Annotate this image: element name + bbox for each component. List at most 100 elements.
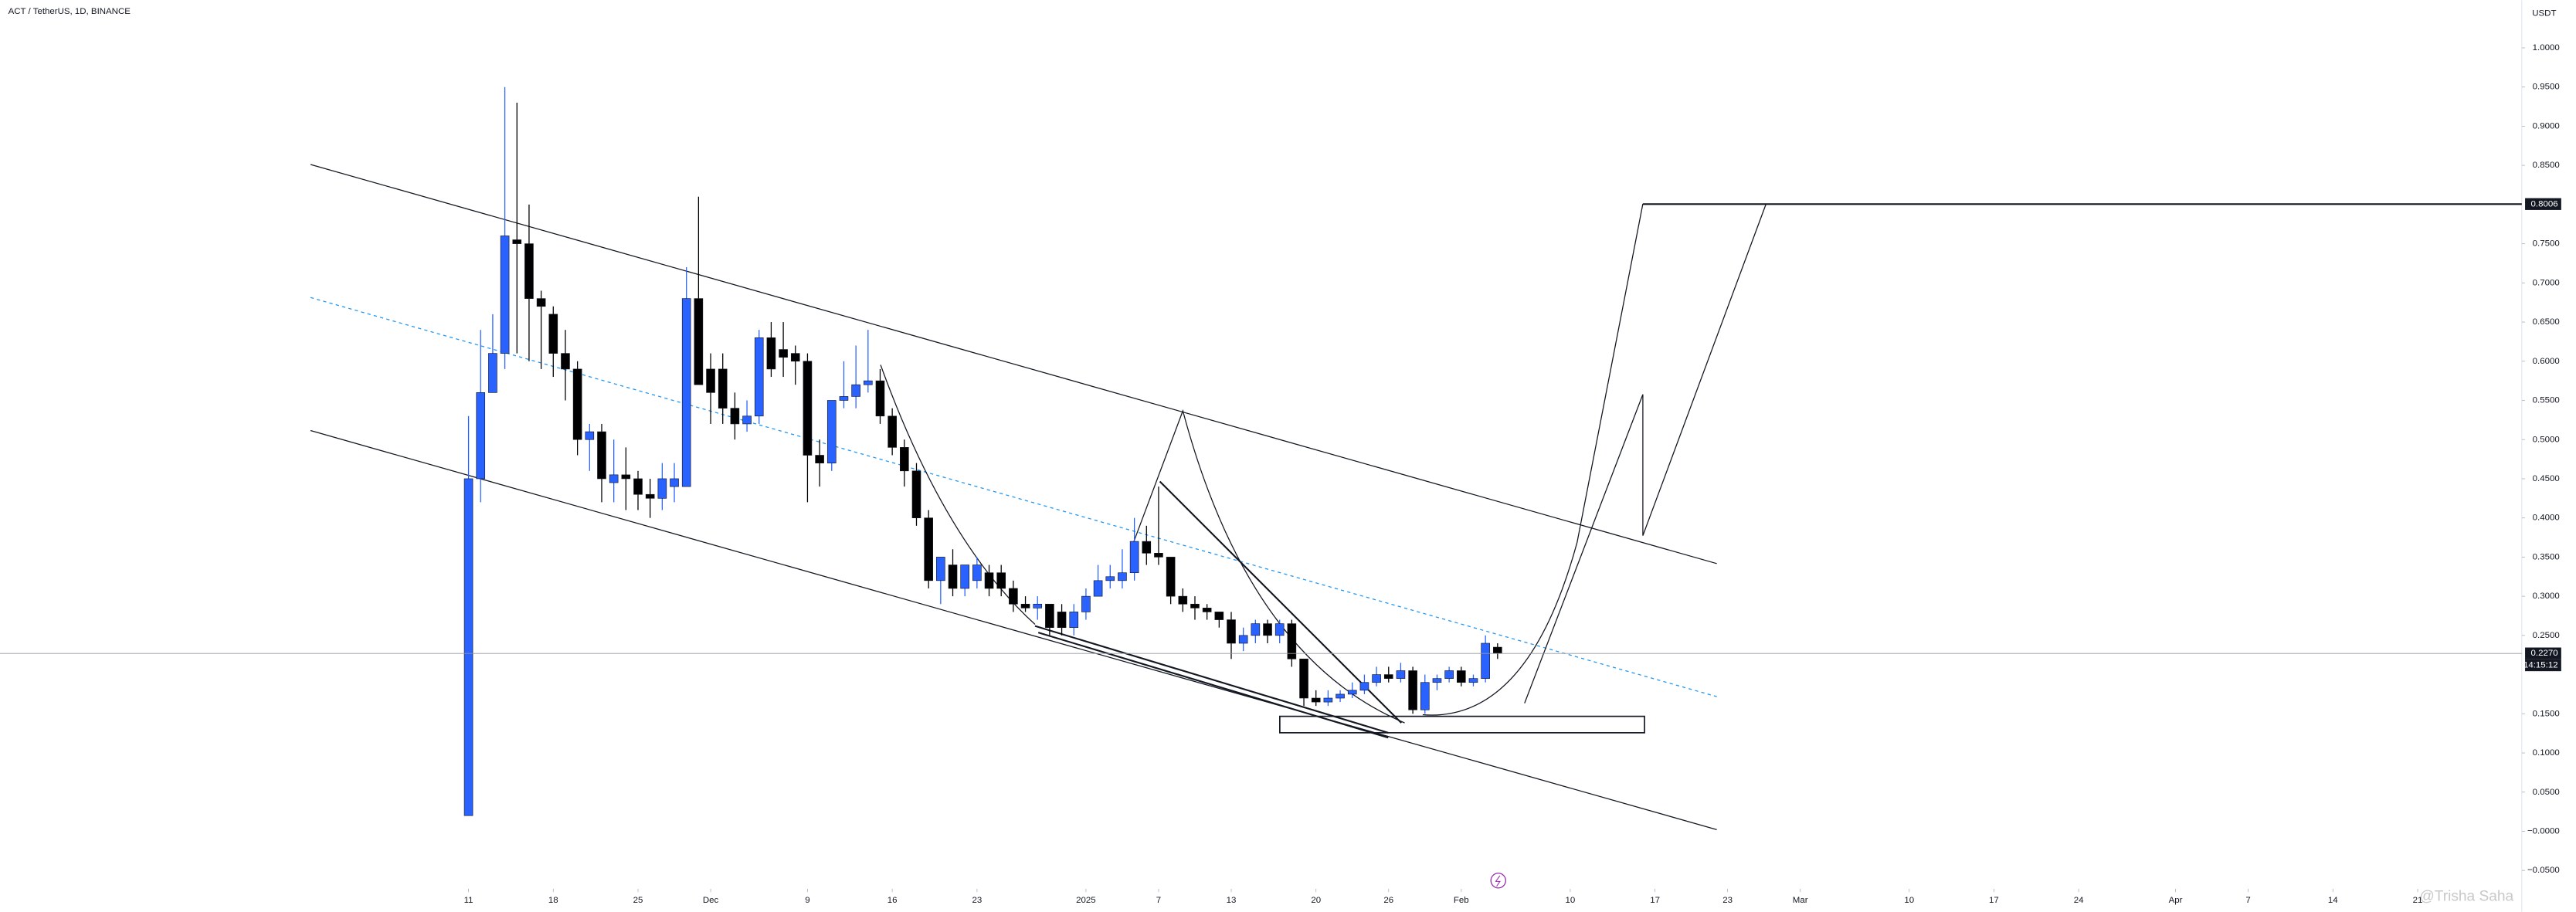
trend-line xyxy=(1034,625,1389,734)
y-tick-label: 0.9500 xyxy=(2533,83,2560,92)
candle-body xyxy=(1299,658,1308,699)
candle-body xyxy=(888,415,897,448)
candle-body xyxy=(790,353,800,362)
channel-upper xyxy=(310,164,1717,564)
candle-body xyxy=(500,236,510,354)
x-tick-label: Dec xyxy=(703,896,719,905)
candle-body xyxy=(1118,572,1127,581)
candle-body xyxy=(875,380,885,417)
trend-line xyxy=(1037,632,1389,739)
candle-body xyxy=(1227,619,1236,644)
x-tick-label: 18 xyxy=(548,896,558,905)
candle-body xyxy=(463,478,473,816)
event-icon xyxy=(1495,875,1501,887)
candle-body xyxy=(633,478,643,495)
y-tick-label: 0.1500 xyxy=(2533,709,2560,718)
candle-body xyxy=(1481,642,1490,679)
drawings xyxy=(310,164,1767,830)
x-tick-label: 25 xyxy=(633,896,643,905)
candle-body xyxy=(1142,541,1152,554)
x-tick-label: 7 xyxy=(1156,896,1161,905)
countdown-box xyxy=(2525,659,2561,672)
candle-body xyxy=(572,368,582,440)
x-tick-label: 23 xyxy=(972,896,982,905)
candle-body xyxy=(1045,603,1054,629)
candle-body xyxy=(1178,595,1188,605)
candle-body xyxy=(1336,693,1345,699)
y-tick-label: 0.8500 xyxy=(2533,161,2560,170)
candle-body xyxy=(1347,690,1357,695)
y-tick-label: −0.0500 xyxy=(2527,866,2560,875)
candle-body xyxy=(561,353,570,370)
candle-body xyxy=(1251,623,1261,636)
candle-body xyxy=(1263,623,1272,636)
x-tick-label: 7 xyxy=(2245,896,2250,905)
countdown-label: 14:15:12 xyxy=(2523,661,2558,670)
candle-body xyxy=(1190,603,1200,609)
y-tick-label: −0.0000 xyxy=(2527,827,2560,836)
y-tick-label: 0.7500 xyxy=(2533,239,2560,249)
candle-body xyxy=(1444,670,1454,679)
y-tick-label: 0.7000 xyxy=(2533,278,2560,287)
candle-body xyxy=(984,572,994,589)
candle-body xyxy=(1105,576,1115,581)
candle-body xyxy=(645,493,655,499)
candle-body xyxy=(512,239,522,244)
x-tick-label: 16 xyxy=(888,896,898,905)
candle-body xyxy=(1081,595,1091,612)
y-tick-label: 0.3500 xyxy=(2533,552,2560,561)
y-tick-label: 1.0000 xyxy=(2533,43,2560,53)
y-tick-label: 0.5000 xyxy=(2533,435,2560,444)
candle-body xyxy=(536,298,546,307)
candle-body xyxy=(996,572,1006,589)
y-tick-label: 0.4500 xyxy=(2533,474,2560,483)
candle-body xyxy=(1468,678,1478,683)
cup-curve xyxy=(1422,203,1644,716)
candle-body xyxy=(1372,674,1381,683)
candle-body xyxy=(948,564,958,589)
candle-body xyxy=(960,564,969,589)
candle-body xyxy=(1456,670,1466,683)
x-tick-label: 26 xyxy=(1383,896,1393,905)
x-tick-label: 17 xyxy=(1989,896,1999,905)
candle-body xyxy=(1323,697,1333,703)
candle-body xyxy=(1420,682,1430,710)
candle-body xyxy=(1214,612,1224,620)
x-tick-label: 11 xyxy=(464,896,473,905)
x-tick-label: 17 xyxy=(1650,896,1660,905)
x-tick-label: 9 xyxy=(805,896,809,905)
candle-body xyxy=(1396,670,1406,679)
candle-body xyxy=(609,474,619,483)
candle-body xyxy=(694,298,704,385)
candle-body xyxy=(730,408,740,425)
candle-body xyxy=(1009,588,1018,605)
y-tick-label: 0.9000 xyxy=(2533,121,2560,131)
channel-mid xyxy=(310,297,1717,697)
event-icon xyxy=(1490,873,1506,889)
y-axis-label: USDT xyxy=(2532,8,2556,18)
candle-body xyxy=(742,415,752,425)
x-tick-label: Apr xyxy=(2169,896,2183,905)
candle-body xyxy=(1129,541,1139,574)
last-price-label: 0.2270 xyxy=(2531,649,2558,658)
candle-body xyxy=(1383,674,1393,679)
projection xyxy=(1524,203,1767,703)
candle-body xyxy=(900,447,909,472)
y-tick-label: 0.3000 xyxy=(2533,592,2560,601)
candle-body xyxy=(718,368,728,409)
candle-body xyxy=(754,337,764,417)
channel-lower xyxy=(310,429,1717,830)
candle-body xyxy=(1287,623,1297,659)
x-tick-label: 21 xyxy=(2413,896,2423,905)
candle-body xyxy=(1093,580,1103,597)
watermark: @Trisha Saha xyxy=(2419,889,2513,905)
target-label: 0.8006 xyxy=(2531,199,2558,209)
target-box xyxy=(2525,198,2561,210)
candle-body xyxy=(670,478,679,487)
x-tick-label: 2025 xyxy=(1076,896,1096,905)
candle-body xyxy=(766,337,776,370)
candle-body xyxy=(1166,557,1176,597)
chart-title: ACT / TetherUS, 1D, BINANCE xyxy=(8,7,131,16)
x-tick-label: 24 xyxy=(2074,896,2084,905)
